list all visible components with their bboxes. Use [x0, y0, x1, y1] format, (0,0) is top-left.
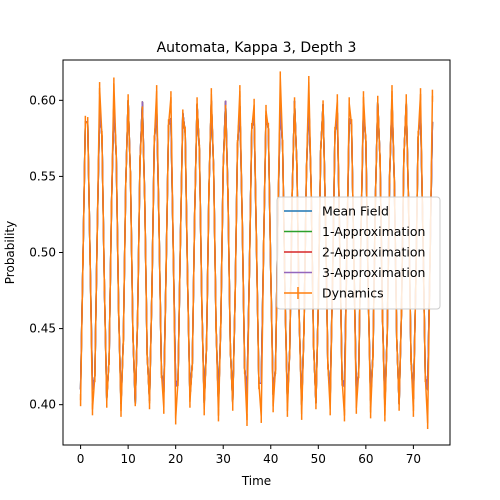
legend-label: Dynamics [322, 286, 384, 301]
y-tick-label: 0.60 [29, 93, 56, 107]
y-tick-label: 0.50 [29, 246, 56, 260]
x-tick-label: 70 [406, 452, 421, 466]
legend-label: 3-Approximation [322, 265, 425, 280]
y-tick-label: 0.55 [29, 169, 56, 183]
legend: Mean Field 1-Approximation 2-Approximation… [277, 197, 440, 309]
y-axis-label: Probability [3, 221, 17, 284]
x-tick-label: 10 [120, 452, 135, 466]
legend-label: 1-Approximation [322, 224, 425, 239]
x-tick-label: 50 [311, 452, 326, 466]
x-tick-label: 0 [77, 452, 85, 466]
y-tick-label: 0.40 [29, 398, 56, 412]
x-tick-label: 20 [168, 452, 183, 466]
chart-title: Automata, Kappa 3, Depth 3 [157, 40, 357, 56]
y-tick-label: 0.45 [29, 322, 56, 336]
legend-label: Mean Field [322, 204, 389, 219]
x-tick-label: 60 [358, 452, 373, 466]
x-tick-label: 40 [263, 452, 278, 466]
x-tick-label: 30 [216, 452, 231, 466]
x-axis-label: Time [241, 474, 271, 488]
legend-label: 2-Approximation [322, 245, 425, 260]
